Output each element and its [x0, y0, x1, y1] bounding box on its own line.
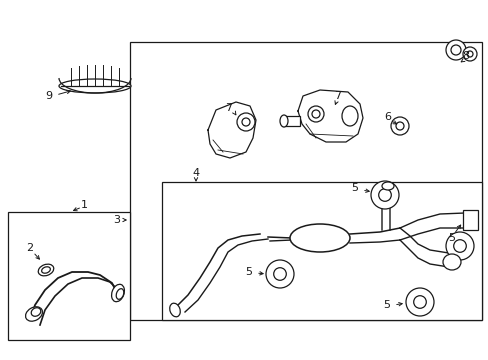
- Text: 5: 5: [382, 300, 389, 310]
- Circle shape: [413, 296, 426, 308]
- Circle shape: [265, 260, 293, 288]
- Circle shape: [453, 240, 466, 252]
- Circle shape: [450, 45, 460, 55]
- Circle shape: [237, 113, 254, 131]
- Ellipse shape: [442, 254, 460, 270]
- Circle shape: [390, 117, 408, 135]
- Circle shape: [395, 122, 403, 130]
- Bar: [162, 182, 481, 320]
- Ellipse shape: [111, 284, 124, 302]
- Text: 8: 8: [462, 51, 468, 61]
- Text: 6: 6: [384, 112, 391, 122]
- Ellipse shape: [381, 182, 393, 190]
- Ellipse shape: [41, 267, 50, 273]
- Bar: [130, 42, 481, 320]
- Circle shape: [466, 51, 472, 57]
- Text: 5: 5: [350, 183, 357, 193]
- Circle shape: [307, 106, 324, 122]
- Text: 5: 5: [244, 267, 251, 277]
- Text: 5: 5: [447, 233, 454, 243]
- Ellipse shape: [59, 79, 131, 93]
- Bar: [8, 212, 130, 340]
- Ellipse shape: [25, 307, 42, 321]
- Text: 4: 4: [192, 168, 199, 178]
- Ellipse shape: [116, 289, 123, 299]
- Text: 7: 7: [334, 91, 341, 101]
- Circle shape: [242, 118, 249, 126]
- Text: 3: 3: [113, 215, 120, 225]
- Ellipse shape: [280, 115, 287, 127]
- Circle shape: [273, 268, 285, 280]
- Ellipse shape: [38, 264, 54, 276]
- Circle shape: [378, 189, 390, 201]
- Circle shape: [370, 181, 398, 209]
- Text: 7: 7: [224, 103, 231, 113]
- Ellipse shape: [169, 303, 180, 317]
- Ellipse shape: [341, 106, 357, 126]
- Circle shape: [311, 110, 319, 118]
- Bar: [282, 116, 299, 126]
- Text: 9: 9: [45, 91, 52, 101]
- Circle shape: [445, 40, 465, 60]
- Ellipse shape: [289, 224, 349, 252]
- Text: 1: 1: [81, 200, 87, 210]
- Circle shape: [462, 47, 476, 61]
- Circle shape: [445, 232, 473, 260]
- Bar: [462, 210, 477, 230]
- Ellipse shape: [31, 308, 41, 316]
- Text: 2: 2: [26, 243, 34, 253]
- Circle shape: [405, 288, 433, 316]
